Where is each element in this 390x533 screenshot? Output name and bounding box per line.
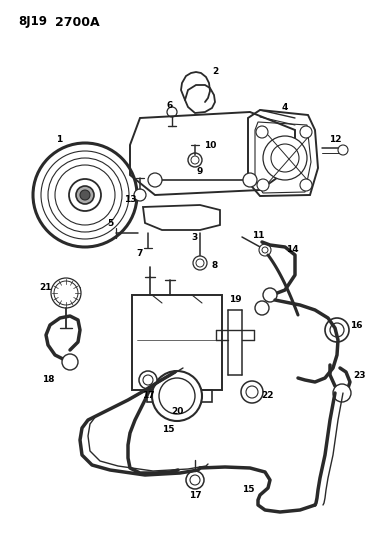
Text: 5: 5 [107,219,113,228]
Text: 12: 12 [329,135,341,144]
Circle shape [167,107,177,117]
Text: 17: 17 [142,391,154,400]
Text: 16: 16 [350,320,362,329]
Circle shape [263,136,307,180]
Text: 23: 23 [354,370,366,379]
Text: 21: 21 [39,284,51,293]
Circle shape [257,179,269,191]
Circle shape [191,156,199,164]
Circle shape [241,381,263,403]
Text: 2700A: 2700A [55,15,99,28]
Circle shape [134,189,146,201]
Text: 22: 22 [262,391,274,400]
Text: 20: 20 [171,408,183,416]
Text: 11: 11 [252,230,264,239]
Circle shape [33,143,137,247]
Text: 18: 18 [42,376,54,384]
Circle shape [243,173,257,187]
Circle shape [51,278,81,308]
Circle shape [69,179,101,211]
Text: 7: 7 [137,248,143,257]
Circle shape [262,247,268,253]
Circle shape [333,384,351,402]
Circle shape [148,173,162,187]
Text: 10: 10 [204,141,216,149]
Circle shape [259,244,271,256]
Circle shape [263,288,277,302]
Circle shape [55,165,115,225]
Circle shape [330,323,344,337]
Text: 2: 2 [212,68,218,77]
Circle shape [300,126,312,138]
Circle shape [139,371,157,389]
Text: 3: 3 [192,232,198,241]
Text: 17: 17 [189,490,201,499]
Circle shape [188,153,202,167]
Circle shape [76,186,94,204]
Circle shape [54,281,78,305]
Circle shape [193,256,207,270]
Circle shape [338,145,348,155]
Text: 9: 9 [197,167,203,176]
Circle shape [159,378,195,414]
Circle shape [325,318,349,342]
Circle shape [196,259,204,267]
Circle shape [271,144,299,172]
Text: 4: 4 [282,103,288,112]
Text: 8J19: 8J19 [18,15,47,28]
Text: 8: 8 [212,261,218,270]
Circle shape [152,371,202,421]
Text: 6: 6 [167,101,173,109]
Circle shape [186,471,204,489]
Circle shape [256,126,268,138]
Text: 15: 15 [242,486,254,495]
Text: 13: 13 [124,196,136,205]
Circle shape [48,158,122,232]
Text: 19: 19 [229,295,241,304]
Circle shape [255,301,269,315]
Circle shape [246,386,258,398]
Text: 15: 15 [162,425,174,434]
Circle shape [300,179,312,191]
Circle shape [62,354,78,370]
Text: 14: 14 [286,246,298,254]
Circle shape [190,475,200,485]
Circle shape [143,375,153,385]
Text: 1: 1 [56,135,62,144]
Circle shape [80,190,90,200]
Circle shape [41,151,129,239]
